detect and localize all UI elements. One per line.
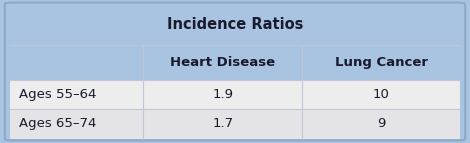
Bar	[302, 45, 460, 80]
Text: 1.7: 1.7	[212, 117, 233, 130]
Bar	[143, 80, 302, 109]
Text: 10: 10	[373, 88, 390, 101]
Bar	[302, 109, 460, 139]
FancyBboxPatch shape	[5, 3, 465, 140]
Bar	[143, 45, 302, 80]
Text: Heart Disease: Heart Disease	[170, 56, 275, 69]
Bar	[10, 109, 143, 139]
Bar	[143, 109, 302, 139]
Bar	[302, 80, 460, 109]
Text: 9: 9	[377, 117, 385, 130]
Bar	[10, 4, 460, 45]
Text: 1.9: 1.9	[212, 88, 233, 101]
Bar	[10, 80, 143, 109]
Text: Incidence Ratios: Incidence Ratios	[167, 17, 303, 32]
Text: Lung Cancer: Lung Cancer	[335, 56, 428, 69]
Text: Ages 55–64: Ages 55–64	[19, 88, 96, 101]
Text: Ages 65–74: Ages 65–74	[19, 117, 96, 130]
Bar	[10, 45, 143, 80]
